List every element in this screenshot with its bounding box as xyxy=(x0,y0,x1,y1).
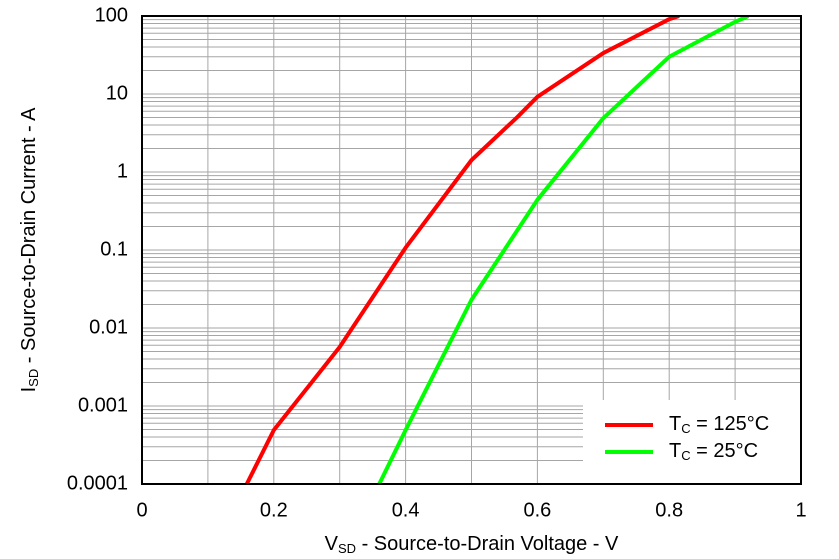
y-axis-label: ISD - Source-to-Drain Current - A xyxy=(18,107,41,392)
x-axis-label-rest: - Source-to-Drain Voltage - V xyxy=(356,533,619,555)
legend-label-sub: C xyxy=(681,448,690,463)
x-tick-label: 0.6 xyxy=(523,499,551,521)
y-axis-label-main: I xyxy=(18,387,40,393)
y-tick-label: 0.0001 xyxy=(67,472,128,494)
x-axis-label-sub: SD xyxy=(338,541,356,556)
legend-label-sub: C xyxy=(681,421,690,436)
x-axis-label-main: V xyxy=(325,533,339,555)
y-tick-label: 0.001 xyxy=(78,394,128,416)
x-tick-label: 0.2 xyxy=(260,499,288,521)
x-tick-label: 0 xyxy=(136,499,147,521)
y-tick-label: 0.1 xyxy=(100,238,128,260)
y-tick-label: 1 xyxy=(117,160,128,182)
legend-label-main: T xyxy=(669,440,681,462)
y-tick-label: 10 xyxy=(106,82,128,104)
y-axis-label-sub: SD xyxy=(26,369,41,387)
legend-label: TC = 25°C xyxy=(669,440,758,463)
legend-label-rest: = 25°C xyxy=(691,440,758,462)
x-tick-label: 1 xyxy=(795,499,806,521)
x-tick-label: 0.8 xyxy=(655,499,683,521)
data-line xyxy=(244,16,680,484)
plot-frame xyxy=(141,15,802,485)
x-axis-label: VSD - Source-to-Drain Voltage - V xyxy=(325,533,619,556)
legend-label: TC = 125°C xyxy=(669,413,769,436)
y-tick-label: 0.01 xyxy=(89,316,128,338)
y-axis-label-group: ISD - Source-to-Drain Current - A xyxy=(18,107,41,392)
data-line xyxy=(377,16,750,484)
legend-label-rest: = 125°C xyxy=(691,413,770,435)
y-axis-label-rest: - Source-to-Drain Current - A xyxy=(18,107,40,369)
legend-label-main: T xyxy=(669,413,681,435)
y-tick-label: 100 xyxy=(95,4,128,26)
x-tick-label: 0.4 xyxy=(392,499,420,521)
